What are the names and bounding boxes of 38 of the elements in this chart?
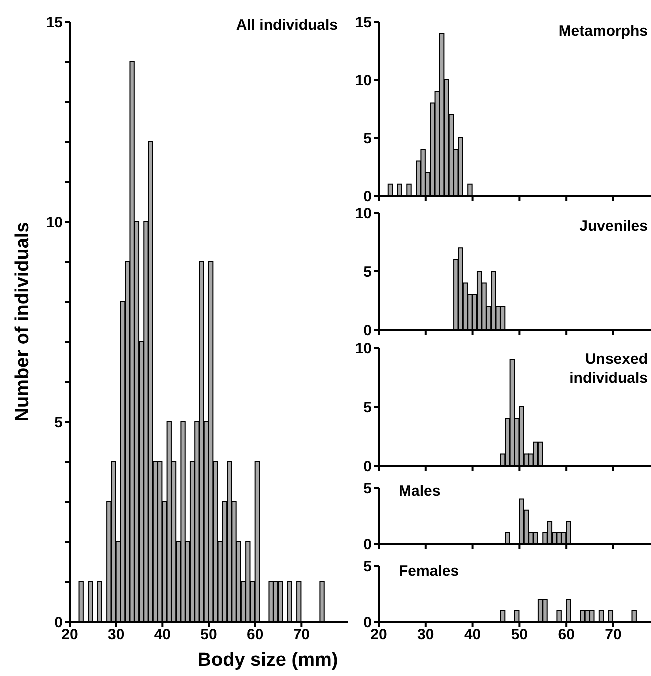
y-tick-label: 5 bbox=[54, 414, 63, 432]
y-tick-label: 15 bbox=[355, 14, 372, 32]
y-tick-label: 0 bbox=[364, 322, 372, 340]
y-tick-label: 10 bbox=[46, 214, 63, 232]
chart-title: Juveniles bbox=[580, 217, 648, 236]
chart-title: Males bbox=[399, 482, 441, 501]
x-tick-label: 60 bbox=[246, 626, 264, 644]
y-tick-label: 0 bbox=[364, 458, 372, 476]
x-tick-label: 40 bbox=[464, 626, 482, 644]
y-tick-label: 10 bbox=[355, 72, 372, 90]
x-tick-label: 30 bbox=[418, 626, 434, 644]
x-tick-label: 40 bbox=[154, 626, 172, 644]
y-tick-label: 0 bbox=[364, 188, 372, 206]
chart-title: All individuals bbox=[236, 16, 338, 35]
chart-title: Females bbox=[399, 562, 460, 581]
x-tick-label: 20 bbox=[370, 626, 388, 644]
y-tick-label: 0 bbox=[364, 614, 372, 632]
x-tick-label: 70 bbox=[605, 626, 622, 644]
y-tick-label: 15 bbox=[46, 14, 63, 32]
y-tick-label: 5 bbox=[364, 480, 372, 498]
y-tick-label: 5 bbox=[364, 130, 372, 148]
x-axis-title: Body size (mm) bbox=[196, 650, 340, 672]
y-tick-label: 0 bbox=[54, 614, 63, 632]
text: Unsexed individuals bbox=[568, 350, 648, 388]
x-tick-label: 70 bbox=[293, 626, 310, 644]
y-tick-label: 5 bbox=[364, 399, 372, 416]
y-tick-label: 0 bbox=[364, 536, 372, 554]
x-tick-label: 20 bbox=[62, 626, 78, 644]
x-tick-label: 30 bbox=[108, 626, 125, 644]
y-tick-label: 10 bbox=[355, 340, 372, 358]
x-tick-label: 50 bbox=[511, 626, 528, 644]
y-tick-label: 5 bbox=[364, 558, 372, 576]
y-tick-label: 10 bbox=[355, 205, 372, 222]
y-tick-label: 5 bbox=[364, 264, 372, 281]
x-tick-label: 50 bbox=[200, 626, 218, 644]
x-tick-label: 60 bbox=[558, 626, 575, 644]
y-axis-title: Number of individuals bbox=[12, 222, 34, 422]
chart-title: Metamorphs bbox=[558, 22, 648, 41]
